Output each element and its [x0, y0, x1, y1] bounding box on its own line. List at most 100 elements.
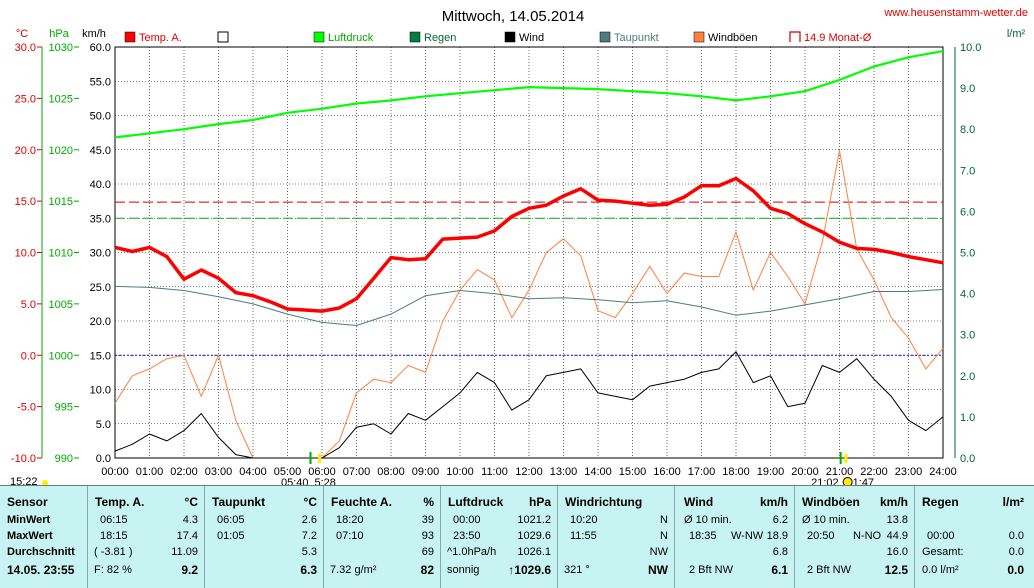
- legend: Temp. A. Luftdruck Regen Wind Taupunkt Windbö…: [124, 31, 872, 44]
- legend-label: Luftdruck: [328, 32, 374, 44]
- legend-label: Regen: [424, 32, 456, 44]
- direction-column: Windrichtung 10:20 N 11:55 N NW 321 ° NW: [558, 486, 675, 588]
- wind-header: Wind: [684, 495, 714, 509]
- pressure-column: Luftdruck hPa 00:00 1021.2 23:50 1029.6 ^1.…: [441, 486, 558, 588]
- temp-tick-label: 10.0: [15, 248, 36, 260]
- rain-unit: l/m²: [1002, 495, 1024, 509]
- sunset-time-alt: 1:47: [853, 477, 874, 485]
- press-max: 1029.6: [517, 530, 551, 542]
- pressure-tick-label: 990: [55, 453, 73, 465]
- x-tick-label: 07:00: [343, 466, 371, 478]
- gust-header: Windböen: [802, 495, 860, 509]
- hum-header: Feuchte A.: [331, 495, 392, 509]
- legend-swatch: [124, 31, 136, 43]
- dew-header: Taupunkt: [212, 495, 266, 509]
- wind-tick-label: 55.0: [90, 76, 111, 88]
- sunrise-time: 05:40: [281, 477, 309, 485]
- x-tick-label: 05:00: [274, 466, 302, 478]
- x-tick-label: 21:00: [826, 466, 854, 478]
- x-tick-label: 04:00: [239, 466, 267, 478]
- temp-unit-label: °C: [16, 28, 28, 40]
- series-line-taupunkt: [114, 285, 944, 326]
- wind-unit: km/h: [759, 495, 788, 509]
- x-tick-label: 19:00: [757, 466, 785, 478]
- min-label: MinWert: [7, 514, 51, 526]
- dir-degrees: 321 °: [564, 564, 590, 576]
- wind-min: 6.2: [772, 514, 788, 526]
- x-tick-label: 17:00: [688, 466, 716, 478]
- rain-max-time: 00:00: [927, 530, 955, 542]
- temp-max: 17.4: [176, 530, 198, 542]
- sun-icon: [42, 480, 48, 485]
- pressure-tick-label: 1020: [49, 145, 73, 157]
- dew-unit: °C: [303, 495, 317, 509]
- wind-tick-label: 45.0: [90, 145, 111, 157]
- rain-tick-label: 9.0: [960, 83, 975, 95]
- wind-tick-label: 15.0: [90, 350, 111, 362]
- hum-min: 39: [421, 514, 434, 526]
- hum-max-time: 07:10: [336, 530, 364, 542]
- dew-min-time: 06:05: [217, 514, 245, 526]
- wind-tick-label: 30.0: [90, 248, 111, 260]
- source-label: www.heusenstamm-wetter.de: [883, 7, 1028, 19]
- series-line-wind: [114, 351, 944, 459]
- wind-tick-label: 50.0: [90, 111, 111, 123]
- wind-tick-label: 60.0: [90, 42, 111, 54]
- x-tick-label: 18:00: [722, 466, 750, 478]
- plot-grid: [114, 46, 944, 459]
- wind-tick-label: 35.0: [90, 213, 111, 225]
- x-tick-label: 23:00: [895, 466, 923, 478]
- gust-avg: 16.0: [886, 546, 908, 558]
- pressure-unit-label: hPa: [49, 28, 69, 40]
- rain-max: 0.0: [1008, 530, 1024, 542]
- temp-tick-label: 25.0: [15, 93, 36, 105]
- gust-max: 44.9: [886, 530, 908, 542]
- pressure-tick-label: 995: [55, 402, 73, 414]
- sun-markers: 05:40 5:28 21:02 1:47: [281, 452, 874, 485]
- dir-min-time: 10:20: [570, 514, 598, 526]
- press-avg: 1026.1: [517, 546, 551, 558]
- gust-max-dir: N-NO: [853, 530, 882, 542]
- x-tick-label: 14:00: [584, 466, 612, 478]
- pressure-tick-label: 1030: [49, 42, 73, 54]
- axes: 30.0 25.0 20.0 15.0 10.0 5.0 0.0 -5.0 -10.0 1030 1…: [10, 42, 981, 485]
- legend-label: Windböen: [708, 32, 758, 44]
- dir-avg: NW: [649, 546, 668, 558]
- x-tick-label: 24:00: [929, 466, 957, 478]
- temp-min-time: 06:15: [100, 514, 128, 526]
- rain-total-label: Gesamt:: [922, 546, 964, 558]
- reference-lines: [115, 201, 943, 356]
- wind-unit-label: km/h: [82, 28, 106, 40]
- temp-tick-label: 15.0: [15, 196, 36, 208]
- dew-max-time: 01:05: [217, 530, 245, 542]
- sunrise-time-alt: 5:28: [315, 477, 336, 485]
- legend-swatch: [789, 31, 801, 42]
- press-forecast: sonnig: [447, 564, 480, 576]
- chart-title: Mittwoch, 14.05.2014: [442, 8, 585, 25]
- dew-column: Taupunkt °C 06:05 2.6 01:05 7.2 5.3 6.3: [205, 486, 324, 588]
- hum-unit: %: [423, 495, 434, 509]
- wind-avg: 6.8: [772, 546, 788, 558]
- temp-tick-label: 20.0: [15, 145, 36, 157]
- gust-max-time: 20:50: [807, 530, 835, 542]
- temp-min: 4.3: [182, 514, 198, 526]
- legend-label: 14.9 Monat-Ø: [804, 32, 872, 44]
- gust-min-time: Ø 10 min.: [802, 514, 850, 526]
- temp-tick-label: 0.0: [21, 350, 36, 362]
- gust-bft: 2 Bft NW: [807, 564, 852, 576]
- rain-tick-label: 6.0: [960, 206, 975, 218]
- rain-column: Regen l/m² 00:00 0.0 Gesamt: 0.0 0.0 l/m² 0.…: [915, 486, 1034, 588]
- avg-label: Durchschnitt: [7, 546, 75, 558]
- legend-label: Temp. A.: [139, 32, 182, 44]
- press-unit: hPa: [528, 495, 551, 509]
- hum-min-time: 18:20: [336, 514, 364, 526]
- press-header: Luftdruck: [448, 495, 504, 509]
- dir-min: N: [660, 514, 668, 526]
- dir-max: N: [660, 530, 668, 542]
- rain-unit-label: l/m²: [1007, 28, 1026, 40]
- legend-label: Wind: [519, 32, 544, 44]
- sensor-column: Sensor MinWert MaxWert Durchschnitt 14.0…: [0, 486, 88, 588]
- temp-avg: 11.09: [171, 546, 198, 558]
- gust-column: Windböen km/h Ø 10 min. 13.8 20:50 N-NO 44.9…: [795, 486, 915, 588]
- x-tick-label: 22:00: [860, 466, 888, 478]
